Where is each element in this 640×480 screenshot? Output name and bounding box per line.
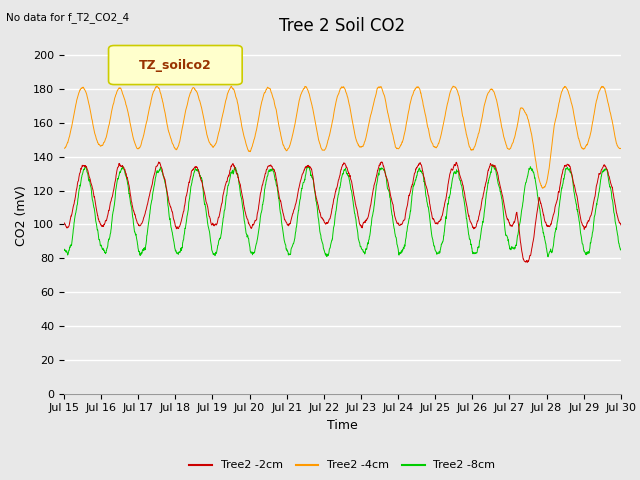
Tree2 -4cm (60, 145, 68, 151)
Tree2 -8cm (60, 246, 68, 252)
Tree2 -4cm (449, 83, 457, 89)
Tree2 -2cm (524, 259, 531, 265)
Tree2 -8cm (568, 175, 576, 181)
X-axis label: Time: Time (327, 419, 358, 432)
Tree2 -4cm (216, 128, 223, 134)
Text: No data for f_T2_CO2_4: No data for f_T2_CO2_4 (6, 12, 129, 23)
Tree2 -2cm (371, 181, 378, 187)
Text: TZ_soilco2: TZ_soilco2 (139, 59, 212, 72)
Tree2 -8cm (216, 237, 223, 243)
FancyBboxPatch shape (109, 46, 242, 84)
Tree2 -8cm (504, 237, 512, 243)
Tree2 -8cm (584, 251, 591, 257)
Tree2 -4cm (371, 96, 378, 102)
Tree2 -8cm (544, 254, 552, 260)
Tree2 -2cm (568, 172, 576, 178)
Tree2 -4cm (617, 146, 625, 152)
Legend: Tree2 -2cm, Tree2 -4cm, Tree2 -8cm: Tree2 -2cm, Tree2 -4cm, Tree2 -8cm (185, 456, 500, 475)
Tree2 -2cm (617, 222, 625, 228)
Tree2 -2cm (216, 213, 223, 219)
Tree2 -4cm (568, 102, 576, 108)
Tree2 -2cm (504, 217, 512, 223)
Tree2 -4cm (504, 146, 512, 152)
Tree2 -2cm (584, 220, 591, 226)
Tree2 -4cm (539, 185, 547, 191)
Tree2 -4cm (358, 144, 366, 149)
Line: Tree2 -8cm: Tree2 -8cm (64, 165, 621, 257)
Title: Tree 2 Soil CO2: Tree 2 Soil CO2 (279, 17, 406, 36)
Tree2 -8cm (371, 200, 378, 205)
Tree2 -8cm (488, 162, 496, 168)
Tree2 -2cm (358, 224, 366, 230)
Y-axis label: CO2 (mV): CO2 (mV) (15, 186, 28, 246)
Tree2 -2cm (378, 159, 385, 165)
Line: Tree2 -4cm: Tree2 -4cm (64, 86, 621, 188)
Line: Tree2 -2cm: Tree2 -2cm (64, 162, 621, 262)
Tree2 -2cm (60, 220, 68, 226)
Tree2 -4cm (584, 141, 591, 147)
Tree2 -8cm (358, 247, 366, 252)
Tree2 -8cm (617, 246, 625, 252)
